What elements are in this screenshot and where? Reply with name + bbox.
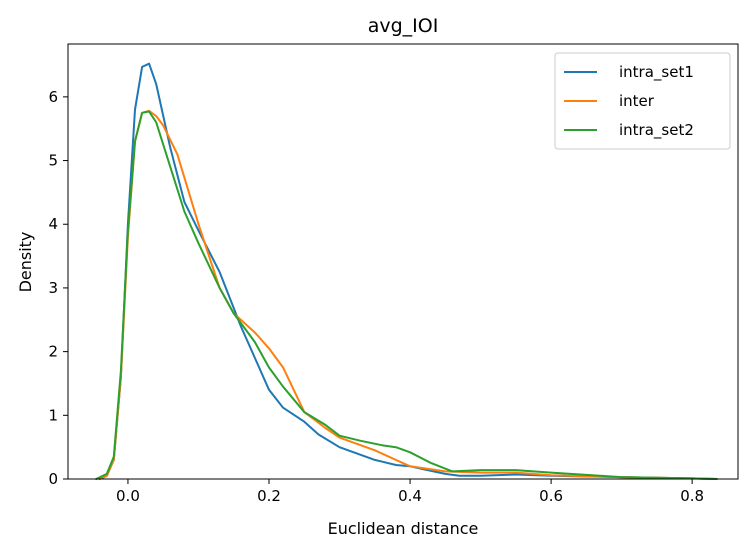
x-tick-label: 0.8: [680, 487, 704, 505]
y-tick-label: 5: [48, 152, 58, 170]
legend-box: [554, 52, 731, 150]
series-lines: [95, 62, 718, 480]
legend-label-intra_set2: intra_set2: [619, 121, 694, 140]
y-tick-label: 2: [48, 343, 58, 361]
y-axis-ticks: 0 1 2 3 4 5 6: [48, 88, 68, 488]
x-tick-label: 0.6: [539, 487, 563, 505]
x-tick-label: 0.4: [398, 487, 422, 505]
x-axis-label: Euclidean distance: [328, 519, 479, 538]
y-tick-label: 1: [48, 406, 58, 424]
x-tick-label: 0.2: [257, 487, 281, 505]
y-tick-label: 6: [48, 88, 58, 106]
legend-label-inter: inter: [619, 92, 655, 110]
plot-area-frame: [67, 43, 739, 480]
y-tick-label: 0: [48, 470, 58, 488]
x-axis-ticks: 0.0 0.2 0.4 0.6 0.8: [116, 479, 704, 505]
series-line-intra_set2: [95, 110, 718, 480]
chart-title: avg_IOI: [368, 15, 439, 37]
y-tick-label: 3: [48, 279, 58, 297]
y-tick-label: 4: [48, 215, 58, 233]
series-line-intra_set1: [98, 62, 718, 480]
legend-label-intra_set1: intra_set1: [619, 63, 694, 82]
x-tick-label: 0.0: [116, 487, 140, 505]
y-axis-label: Density: [16, 232, 35, 293]
